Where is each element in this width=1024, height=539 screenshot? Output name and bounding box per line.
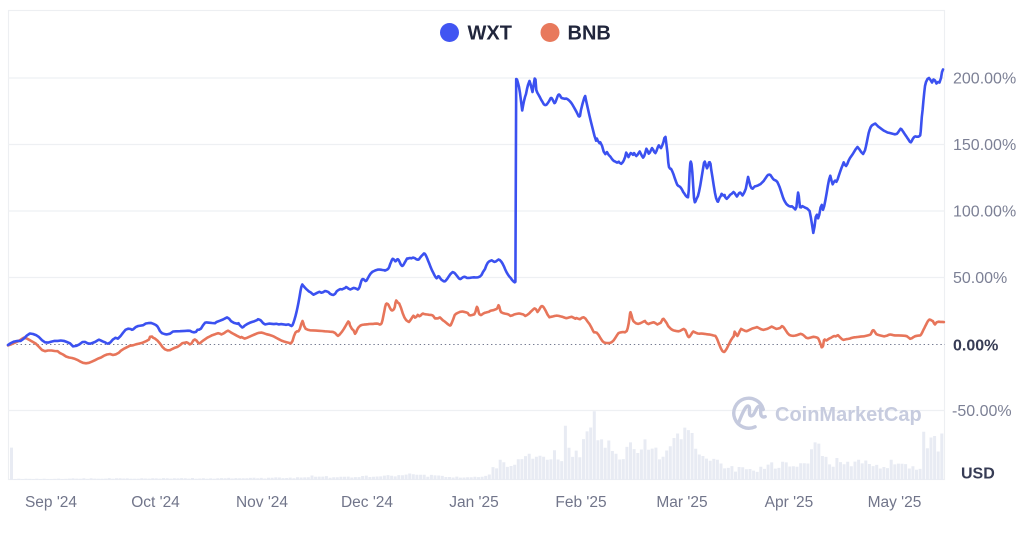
svg-text:Sep '24: Sep '24 [25, 494, 77, 511]
svg-text:Jan '25: Jan '25 [449, 494, 499, 511]
svg-text:0.00%: 0.00% [953, 338, 998, 355]
svg-text:200.00%: 200.00% [953, 71, 1016, 88]
svg-text:Mar '25: Mar '25 [656, 494, 707, 511]
svg-text:100.00%: 100.00% [953, 204, 1016, 221]
svg-text:Apr '25: Apr '25 [765, 494, 814, 511]
svg-text:CoinMarketCap: CoinMarketCap [775, 404, 922, 426]
svg-text:Oct '24: Oct '24 [131, 494, 180, 511]
svg-text:BNB: BNB [568, 23, 611, 45]
svg-text:WXT: WXT [468, 23, 512, 45]
svg-text:Dec '24: Dec '24 [341, 494, 393, 511]
svg-text:Nov '24: Nov '24 [236, 494, 288, 511]
svg-text:May '25: May '25 [868, 494, 922, 511]
svg-text:150.00%: 150.00% [953, 137, 1016, 154]
svg-text:USD: USD [961, 466, 995, 483]
svg-text:-50.00%: -50.00% [952, 403, 1012, 420]
svg-text:Feb '25: Feb '25 [555, 494, 606, 511]
svg-text:50.00%: 50.00% [953, 270, 1007, 287]
